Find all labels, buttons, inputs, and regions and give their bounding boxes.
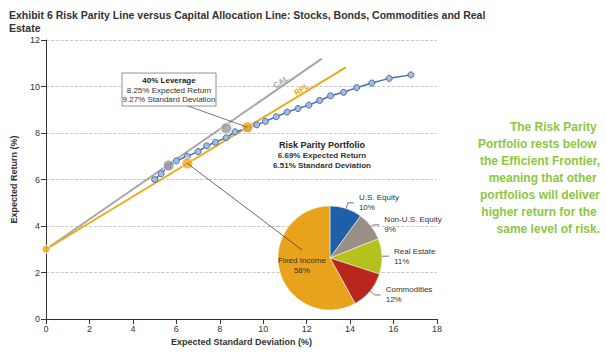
svg-text:6.69% Expected Return: 6.69% Expected Return — [278, 151, 367, 160]
svg-text:14: 14 — [345, 324, 355, 334]
svg-text:8.25% Expected Return: 8.25% Expected Return — [127, 86, 212, 95]
svg-text:Fixed Income: Fixed Income — [278, 256, 327, 265]
svg-text:2: 2 — [87, 324, 92, 334]
svg-text:12%: 12% — [386, 295, 402, 304]
svg-text:U.S. Equity: U.S. Equity — [359, 193, 399, 202]
svg-text:Risk Parity Portfolio: Risk Parity Portfolio — [279, 140, 366, 150]
svg-text:The Risk Parity: The Risk Parity — [510, 120, 600, 134]
svg-text:10: 10 — [30, 82, 40, 92]
svg-text:12: 12 — [302, 324, 312, 334]
svg-text:4: 4 — [35, 221, 40, 231]
svg-text:Commodities: Commodities — [386, 285, 433, 294]
svg-text:0: 0 — [43, 324, 48, 334]
svg-text:Portfolio rests below: Portfolio rests below — [478, 137, 600, 151]
svg-text:4: 4 — [130, 324, 135, 334]
svg-text:Exhibit 6 Risk Parity Line ver: Exhibit 6 Risk Parity Line versus Capita… — [9, 9, 488, 21]
svg-text:2: 2 — [35, 268, 40, 278]
svg-text:Non-U.S. Equity: Non-U.S. Equity — [384, 215, 441, 224]
svg-text:Expected Standard Deviation (%: Expected Standard Deviation (%) — [171, 337, 312, 347]
svg-text:10: 10 — [258, 324, 268, 334]
svg-text:40% Leverage: 40% Leverage — [142, 76, 196, 85]
svg-text:portfolios will deliver: portfolios will deliver — [480, 188, 600, 202]
svg-text:8: 8 — [217, 324, 222, 334]
svg-text:16: 16 — [389, 324, 399, 334]
svg-text:10%: 10% — [359, 203, 375, 212]
svg-text:9.27% Standard Deviation: 9.27% Standard Deviation — [123, 95, 216, 104]
svg-text:11%: 11% — [394, 257, 409, 266]
svg-text:Expected Return (%): Expected Return (%) — [9, 135, 19, 223]
svg-text:higher return for the: higher return for the — [478, 205, 600, 219]
svg-text:6: 6 — [35, 175, 40, 185]
svg-text:18: 18 — [432, 324, 442, 334]
svg-text:RPL: RPL — [293, 81, 311, 97]
svg-text:9%: 9% — [384, 225, 396, 234]
svg-text:Estate: Estate — [9, 22, 41, 34]
svg-text:Real Estate: Real Estate — [394, 247, 436, 256]
svg-text:CAL: CAL — [272, 74, 291, 91]
svg-text:0: 0 — [35, 314, 40, 324]
svg-text:6: 6 — [174, 324, 179, 334]
svg-text:same level of risk.: same level of risk. — [497, 222, 600, 236]
svg-text:meaning that other: meaning that other — [485, 171, 600, 185]
svg-text:12: 12 — [30, 35, 40, 45]
svg-text:58%: 58% — [294, 266, 310, 275]
svg-text:8: 8 — [35, 128, 40, 138]
svg-text:the Efficient Frontier,: the Efficient Frontier, — [480, 154, 600, 168]
svg-text:6.51% Standard Deviation: 6.51% Standard Deviation — [273, 161, 371, 170]
